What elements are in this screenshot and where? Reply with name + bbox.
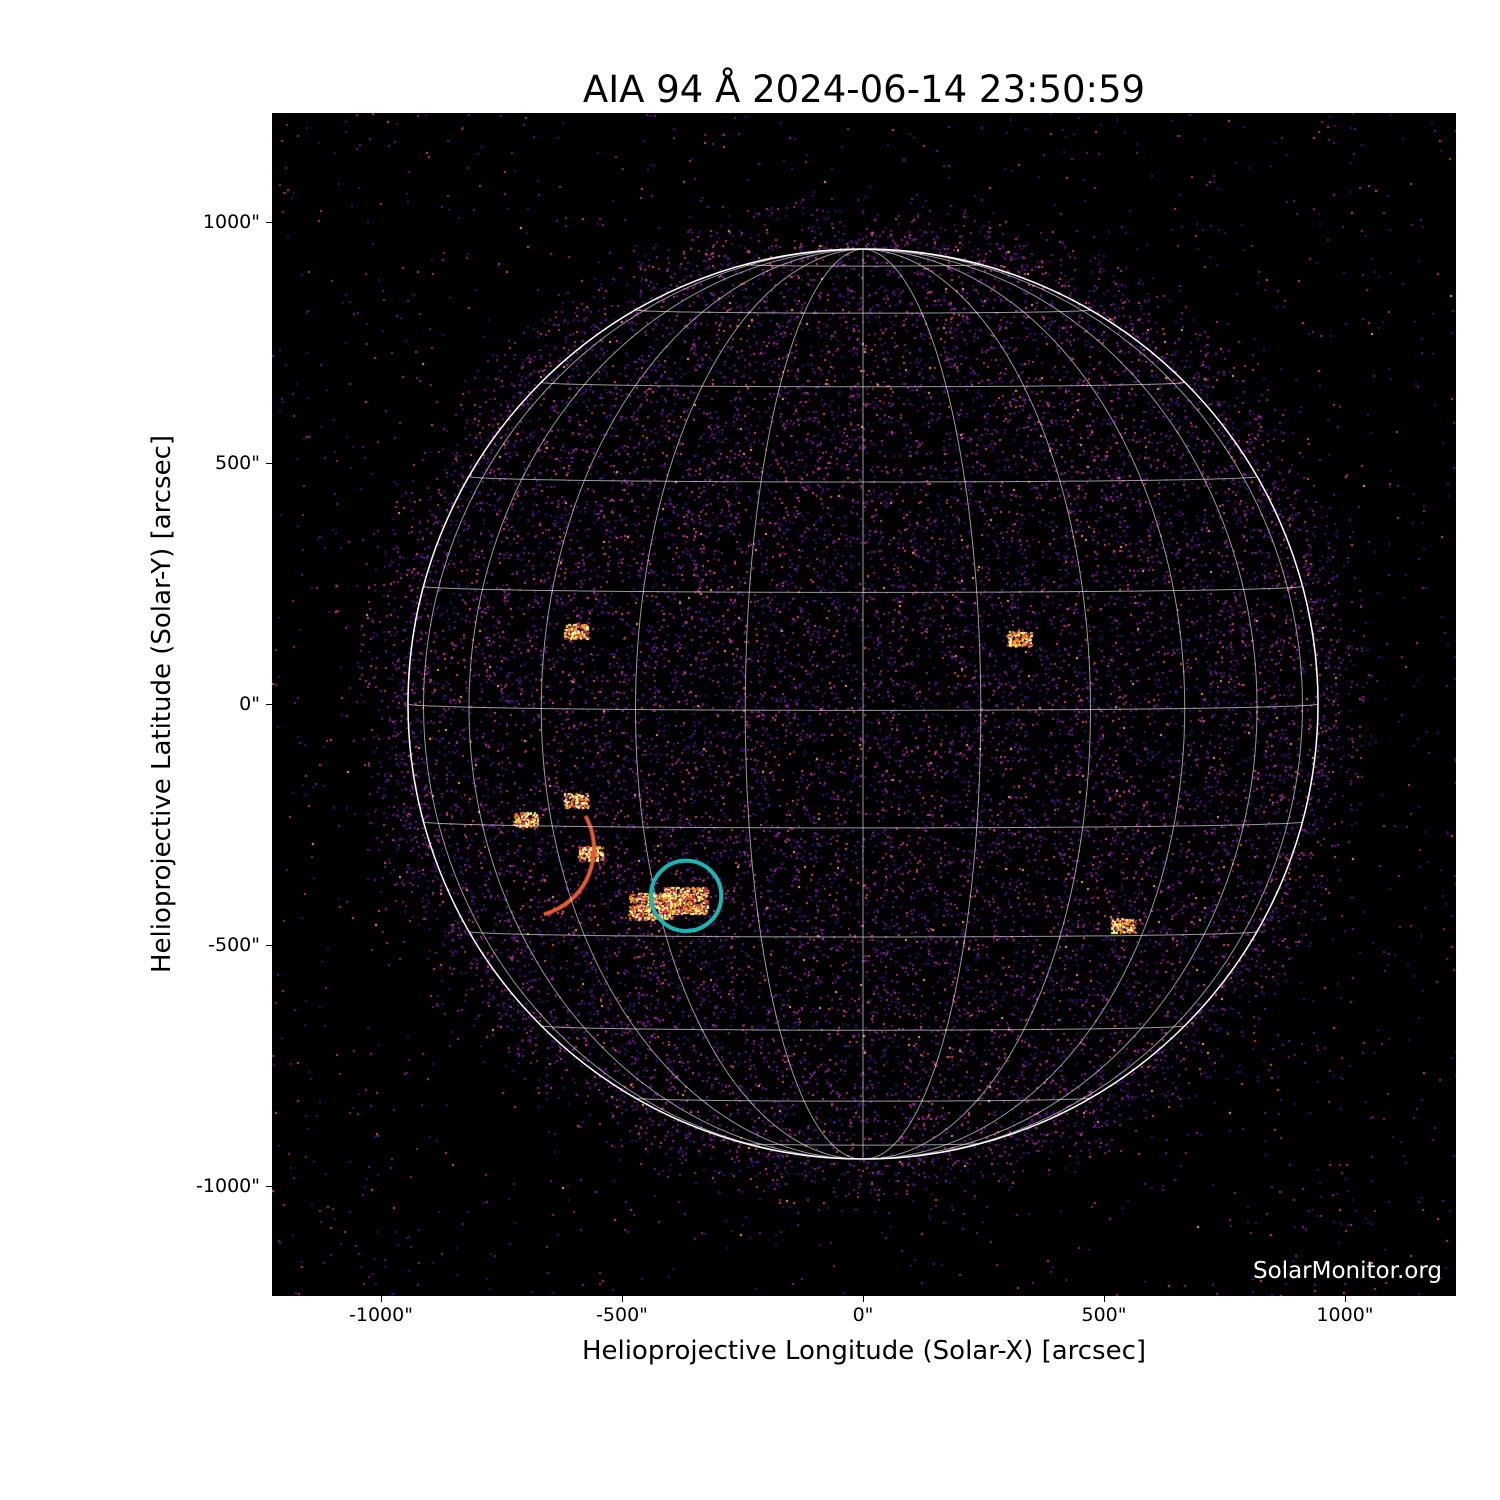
highlight-circle xyxy=(648,858,724,934)
y-tick-label: -1000" xyxy=(196,1175,260,1197)
y-tick-label: 1000" xyxy=(202,211,260,233)
longitude-grid-line xyxy=(744,248,864,1160)
latitude-grid-line xyxy=(540,1025,1186,1031)
latitude-grid-line xyxy=(407,703,1319,711)
y-tick-label: -500" xyxy=(208,934,260,956)
latitude-grid-line xyxy=(744,1143,982,1146)
x-tick-mark xyxy=(862,1296,864,1302)
x-tick-mark xyxy=(380,1296,382,1302)
latitude-grid-line xyxy=(468,931,1258,938)
y-tick-mark xyxy=(266,1185,272,1187)
latitude-grid-line xyxy=(744,264,982,267)
latitude-grid-line xyxy=(468,476,1258,483)
latitude-grid-line xyxy=(423,585,1303,593)
y-tick-mark xyxy=(266,944,272,946)
x-tick-label: -500" xyxy=(596,1304,648,1326)
latitude-grid-line xyxy=(540,381,1186,388)
x-tick-mark xyxy=(1344,1296,1346,1302)
y-tick-mark xyxy=(266,703,272,705)
chart-title: AIA 94 Å 2024-06-14 23:50:59 xyxy=(582,68,1146,111)
x-tick-mark xyxy=(621,1296,623,1302)
y-tick-label: 500" xyxy=(214,452,260,474)
x-tick-label: 500" xyxy=(1081,1304,1127,1326)
y-tick-mark xyxy=(266,462,272,464)
solar-limb xyxy=(407,248,1319,1160)
latitude-grid-line xyxy=(635,1097,1091,1102)
x-axis-label: Helioprojective Longitude (Solar-X) [arc… xyxy=(581,1336,1147,1366)
y-tick-mark xyxy=(266,221,272,223)
watermark: SolarMonitor.org xyxy=(1253,1258,1442,1284)
y-axis-label: Helioprojective Latitude (Solar-Y) [arcs… xyxy=(147,434,177,974)
latitude-grid-line xyxy=(423,821,1303,829)
x-tick-label: -1000" xyxy=(349,1304,413,1326)
latitude-grid-line xyxy=(635,309,1091,314)
plot-area: SolarMonitor.org xyxy=(272,113,1456,1296)
y-tick-label: 0" xyxy=(239,693,260,715)
longitude-grid-line xyxy=(862,248,982,1160)
x-tick-label: 0" xyxy=(852,1304,874,1326)
x-tick-label: 1000" xyxy=(1316,1304,1374,1326)
x-tick-mark xyxy=(1103,1296,1105,1302)
grid-overlay xyxy=(407,248,1319,1160)
